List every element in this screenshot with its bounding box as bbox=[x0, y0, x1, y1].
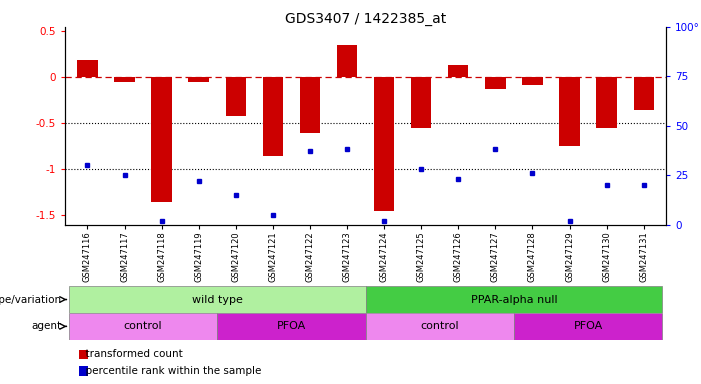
Text: agent: agent bbox=[32, 321, 62, 331]
Bar bbox=[263, 78, 283, 156]
Bar bbox=[485, 78, 505, 88]
Text: PFOA: PFOA bbox=[277, 321, 306, 331]
Bar bbox=[634, 78, 654, 110]
Bar bbox=[514, 313, 662, 340]
Text: wild type: wild type bbox=[192, 295, 243, 305]
Bar bbox=[69, 313, 217, 340]
Text: PPAR-alpha null: PPAR-alpha null bbox=[470, 295, 557, 305]
Bar bbox=[226, 78, 246, 116]
Text: transformed count: transformed count bbox=[79, 349, 183, 359]
Bar bbox=[189, 78, 209, 82]
Bar bbox=[374, 78, 394, 211]
Bar bbox=[300, 78, 320, 132]
Bar bbox=[337, 45, 358, 78]
Bar bbox=[448, 65, 468, 78]
Text: percentile rank within the sample: percentile rank within the sample bbox=[79, 366, 261, 376]
Title: GDS3407 / 1422385_at: GDS3407 / 1422385_at bbox=[285, 12, 447, 26]
Bar bbox=[366, 313, 514, 340]
Text: control: control bbox=[421, 321, 459, 331]
Bar bbox=[69, 286, 366, 313]
Text: genotype/variation: genotype/variation bbox=[0, 295, 62, 305]
Bar bbox=[522, 78, 543, 85]
Bar bbox=[559, 78, 580, 146]
Bar bbox=[114, 78, 135, 82]
Bar bbox=[217, 313, 366, 340]
Text: PFOA: PFOA bbox=[573, 321, 603, 331]
Bar bbox=[77, 60, 97, 78]
Text: control: control bbox=[124, 321, 163, 331]
Bar bbox=[366, 286, 662, 313]
Bar bbox=[597, 78, 617, 128]
Bar bbox=[411, 78, 431, 128]
Bar bbox=[151, 78, 172, 202]
